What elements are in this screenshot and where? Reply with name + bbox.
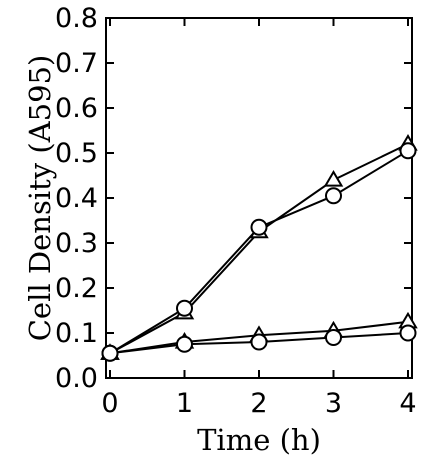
- x-axis-title: Time (h): [197, 423, 321, 457]
- circle-marker: [399, 324, 417, 342]
- circle-marker: [176, 299, 193, 317]
- y-tick-label: 0.0: [55, 363, 98, 394]
- series-line: [109, 143, 409, 355]
- axis-ticks: 0.0 0.1 0.2 0.3 0.4 0.5 0.6 0.7 0.8 0 1 2 3 4: [55, 3, 417, 419]
- circle-marker: [399, 142, 417, 160]
- circle-marker: [325, 187, 342, 205]
- circle-marker: [250, 218, 268, 236]
- x-tick-label: 3: [325, 388, 342, 419]
- x-tick-label: 1: [176, 388, 193, 419]
- series-layer: [100, 134, 418, 362]
- series-4: [101, 324, 417, 362]
- y-tick-label: 0.7: [55, 48, 98, 79]
- series-line: [109, 149, 409, 355]
- y-tick-label: 0.5: [55, 138, 98, 169]
- x-tick-label: 2: [250, 388, 267, 419]
- y-axis-title: Cell Density (A595): [23, 55, 57, 342]
- plot-frame: [105, 17, 413, 379]
- y-tick-label: 0.2: [55, 273, 98, 304]
- y-tick-label: 0.4: [55, 183, 98, 214]
- circle-marker: [250, 333, 268, 351]
- circle-marker: [176, 335, 193, 353]
- circle-marker: [325, 329, 342, 346]
- y-tick-label: 0.8: [55, 3, 98, 34]
- x-tick-label: 4: [399, 388, 416, 419]
- triangle-marker: [323, 170, 344, 187]
- y-tick-label: 0.3: [55, 228, 98, 259]
- x-tick-label: 0: [101, 388, 118, 419]
- y-tick-label: 0.1: [55, 318, 98, 349]
- y-tick-label: 0.6: [55, 93, 98, 124]
- circle-marker: [101, 344, 119, 362]
